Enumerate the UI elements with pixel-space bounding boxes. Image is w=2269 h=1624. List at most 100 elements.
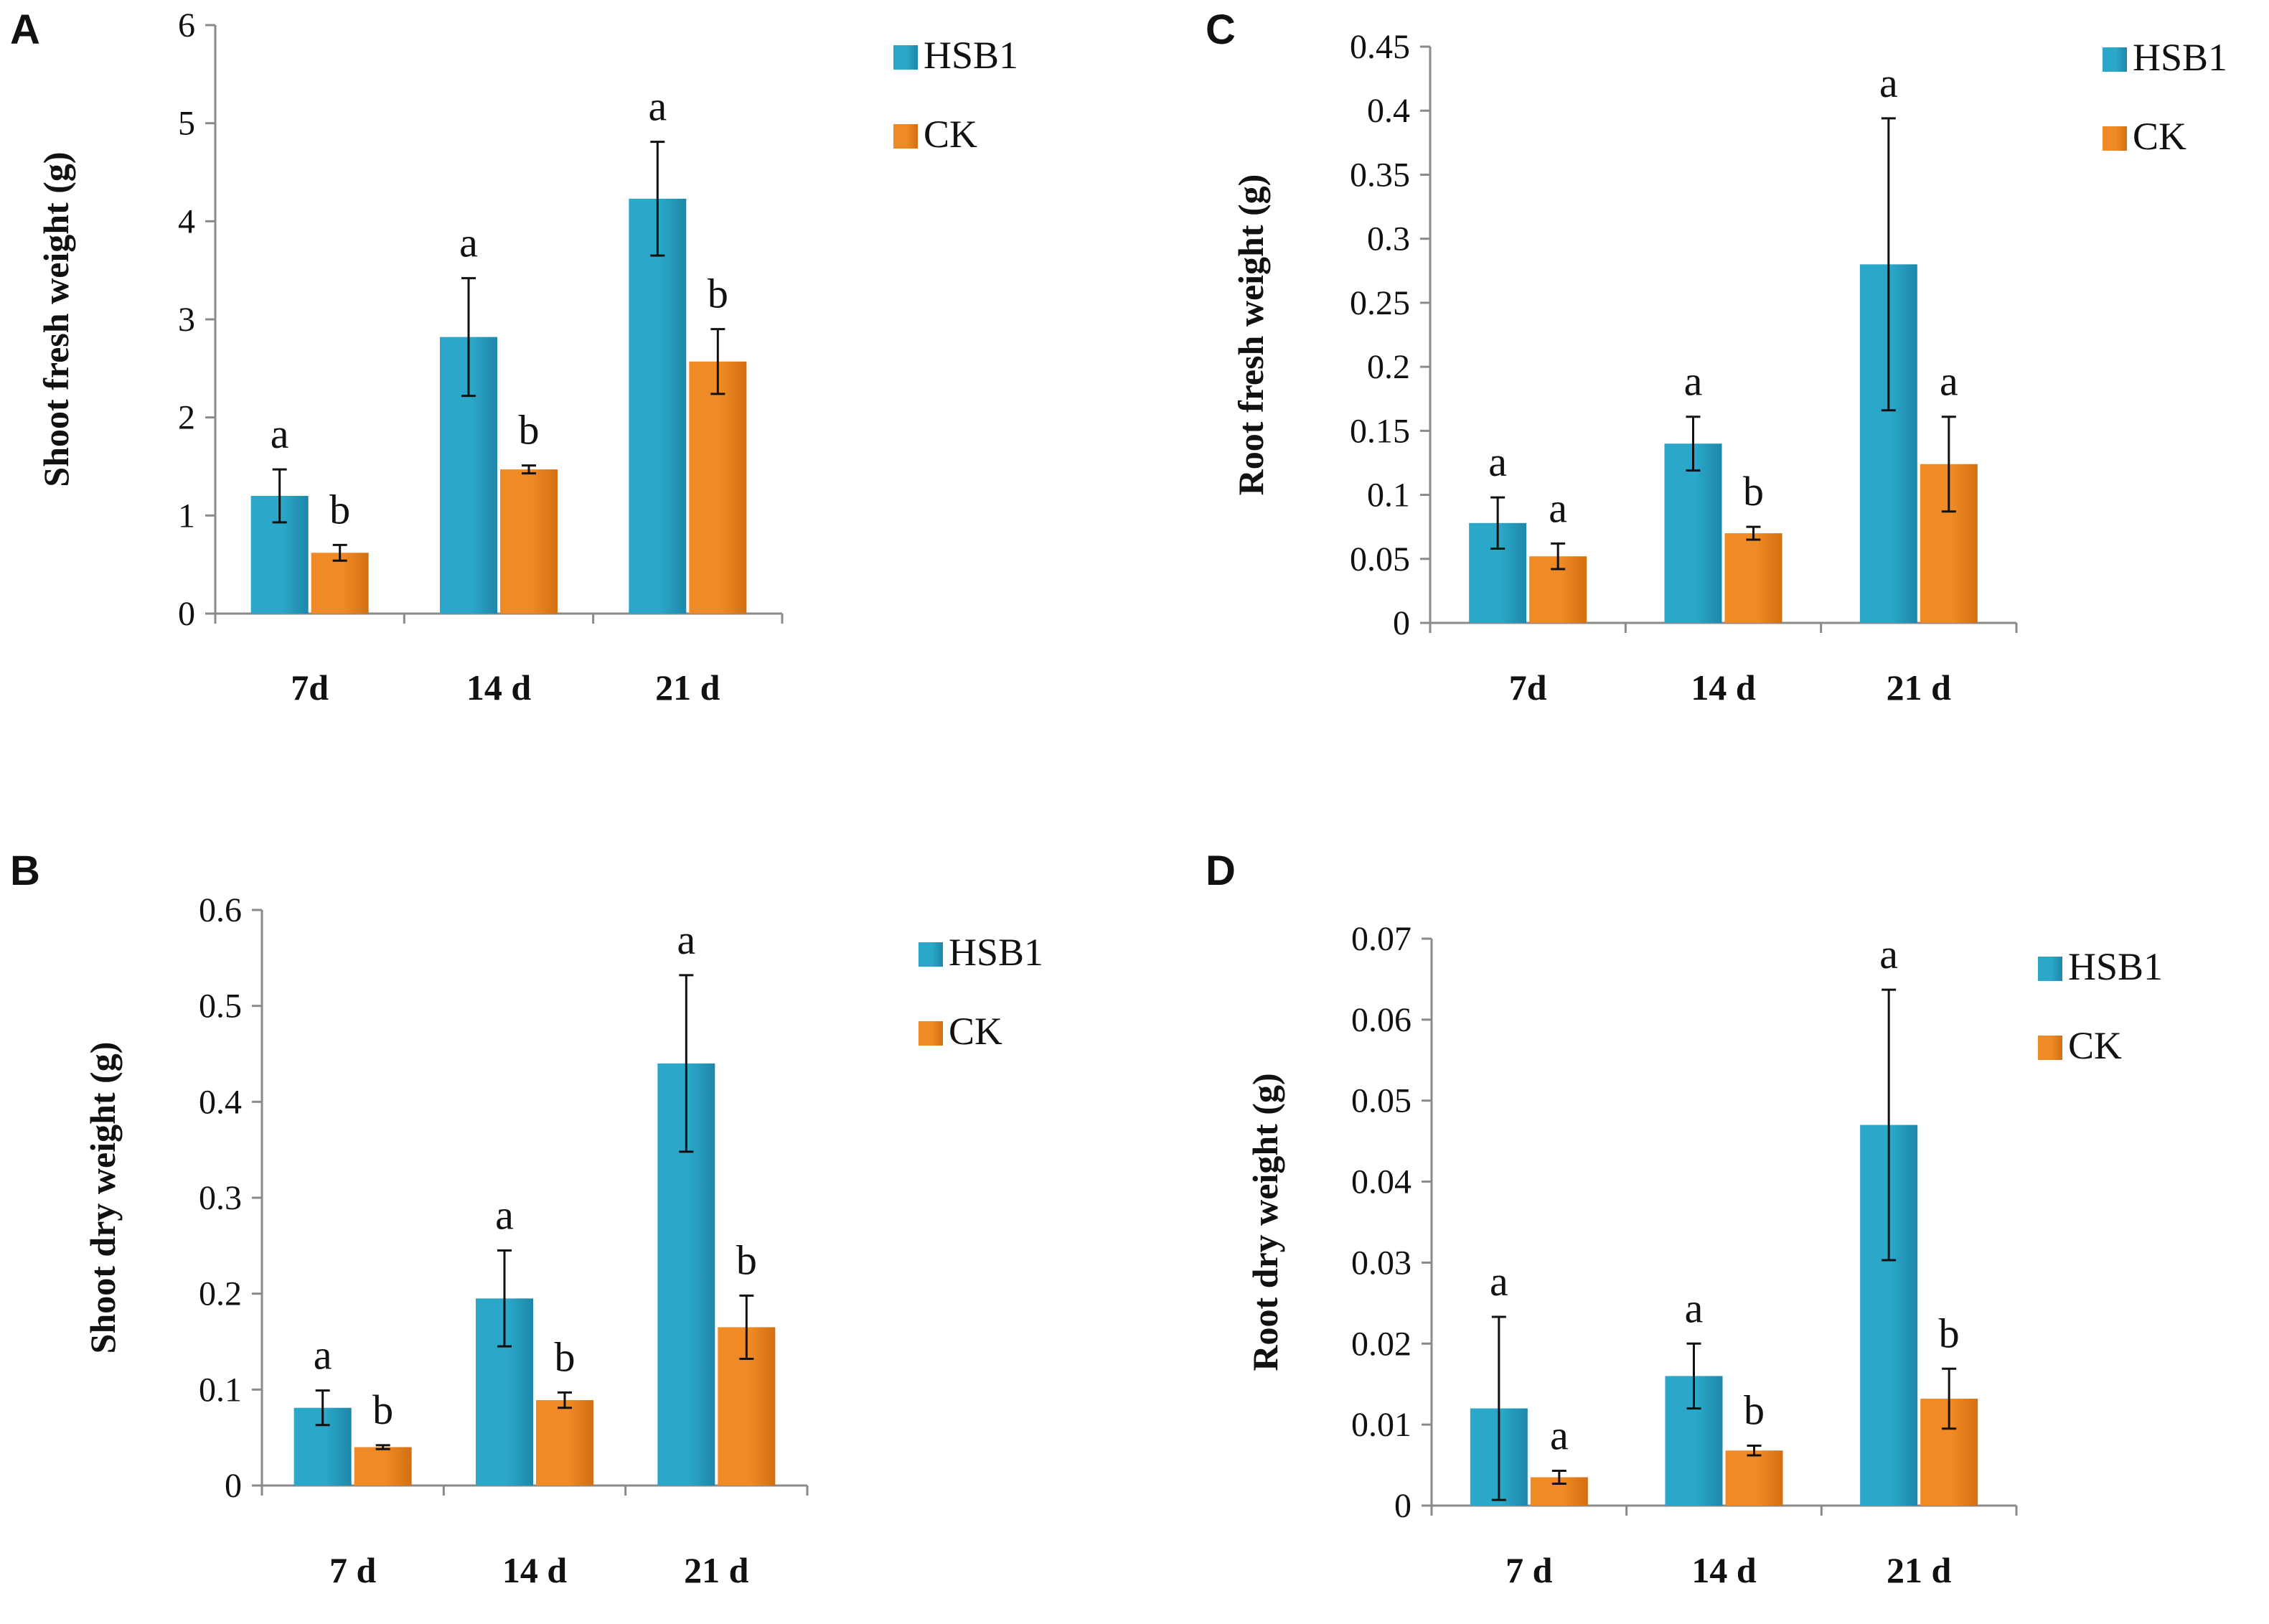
panel-b-significance-letter: a [677, 916, 695, 963]
panel-a-bar-ck [311, 553, 369, 614]
panel-b-significance-letter: b [372, 1386, 393, 1433]
panel-b-chart: 0 0.1 0.2 0.3 0.4 0.5 0.6 Shoot dry weight (g) 7… [83, 891, 1043, 1590]
panel-b-y-tick-label: 0.5 [199, 987, 242, 1025]
panel-d-significance-letter: b [1939, 1310, 1960, 1356]
panel-d-y-tick-label: 0.02 [1351, 1325, 1411, 1363]
panel-a-significance-letter: b [519, 407, 540, 454]
panel-c-y-tick-label: 0.05 [1350, 540, 1410, 578]
panel-a-significance-letter: b [329, 486, 350, 532]
panel-a-y-tick-label: 4 [178, 202, 195, 240]
panel-a-category-label: 21 d [655, 667, 720, 708]
panel-b-y-tick-label: 0 [225, 1467, 242, 1505]
panel-d-category-label: 7 d [1505, 1550, 1553, 1590]
panel-c-y-tick-label: 0.1 [1367, 477, 1410, 515]
panel-a-legend-swatch-hsb1 [893, 45, 918, 70]
panel-d-legend-swatch-ck [2038, 1036, 2062, 1060]
panel-c-bar-hsb1 [1664, 443, 1722, 623]
panel-c-y-tick-label: 0 [1393, 604, 1410, 642]
panel-d-y-axis-label: Root dry weight (g) [1245, 1073, 1285, 1371]
panel-b-significance-letter: b [736, 1236, 757, 1283]
panel-a-y-tick-label: 3 [178, 301, 195, 339]
panel-d-legend-label-ck: CK [2068, 1024, 2122, 1067]
panel-b-y-tick-label: 0.3 [199, 1179, 242, 1217]
panel-d-y-tick-label: 0 [1394, 1487, 1411, 1525]
panel-d-y-tick-label: 0.04 [1351, 1163, 1411, 1201]
panel-c-y-tick-label: 0.4 [1367, 92, 1410, 130]
panel-a-y-tick-label: 0 [178, 595, 195, 633]
panel-c-category-label: 14 d [1691, 667, 1756, 708]
panel-a-legend-label-ck: CK [924, 113, 977, 156]
panel-d-bar-ck [1725, 1450, 1783, 1506]
panel-d-significance-letter: a [1685, 1285, 1704, 1331]
panel-c-legend-swatch-ck [2103, 126, 2127, 151]
panel-letter-d: D [1206, 848, 1236, 894]
panel-c-y-tick-label: 0.35 [1350, 156, 1410, 194]
panel-b-category-label: 7 d [329, 1550, 377, 1590]
panel-c-category-label: 21 d [1887, 667, 1952, 708]
panel-a-bar-ck [500, 469, 558, 614]
panel-letter-c: C [1206, 6, 1236, 53]
panel-c-bar-ck [1724, 533, 1782, 623]
panel-b-y-tick-label: 0.6 [199, 891, 242, 929]
panel-b-legend-label-hsb1: HSB1 [949, 931, 1043, 974]
panel-c-y-tick-label: 0.25 [1350, 284, 1410, 322]
panel-c-legend-swatch-hsb1 [2103, 47, 2127, 72]
panel-b-y-tick-label: 0.2 [199, 1275, 242, 1313]
panel-a-significance-letter: a [648, 83, 667, 130]
panel-c-significance-letter: a [1488, 438, 1507, 485]
panel-c-legend-label-hsb1: HSB1 [2133, 36, 2227, 79]
panel-d-chart: 0 0.01 0.02 0.03 0.04 0.05 0.06 0.07 Root dry we… [1245, 920, 2163, 1590]
panel-c-significance-letter: a [1549, 484, 1567, 531]
panel-a-y-tick-label: 1 [178, 497, 195, 535]
panel-b-y-tick-label: 0.4 [199, 1083, 242, 1121]
panel-letter-b: B [10, 848, 40, 894]
panel-a-y-tick-label: 5 [178, 105, 195, 143]
panel-d-legend-label-hsb1: HSB1 [2068, 945, 2163, 988]
panel-d-significance-letter: a [1550, 1412, 1569, 1458]
panel-a-bar-ck [689, 361, 747, 614]
panel-a-y-tick-label: 2 [178, 399, 195, 437]
panel-d-category-label: 14 d [1691, 1550, 1757, 1590]
panel-b-legend-label-ck: CK [949, 1010, 1002, 1053]
panel-a-category-label: 7d [291, 667, 329, 708]
panel-d-y-tick-label: 0.07 [1351, 920, 1411, 958]
panel-a-significance-letter: a [459, 220, 478, 266]
panel-d-y-tick-label: 0.03 [1351, 1244, 1411, 1282]
panel-c-y-tick-label: 0.3 [1367, 220, 1410, 258]
panel-b-category-label: 14 d [502, 1550, 568, 1590]
panel-d-significance-letter: a [1490, 1258, 1508, 1305]
panel-c-significance-letter: a [1940, 358, 1958, 405]
panel-c-y-tick-label: 0.15 [1350, 412, 1410, 450]
panel-a-significance-letter: a [271, 410, 289, 457]
panel-c-y-tick-label: 0.45 [1350, 28, 1410, 66]
panel-d-y-tick-label: 0.01 [1351, 1406, 1411, 1444]
panel-b-y-axis-label: Shoot dry weight (g) [83, 1042, 123, 1354]
panel-b-y-tick-label: 0.1 [199, 1371, 242, 1409]
panel-c-significance-letter: a [1684, 358, 1703, 405]
panel-b-legend-swatch-hsb1 [919, 942, 943, 967]
panel-c-significance-letter: b [1743, 468, 1764, 515]
panel-b-significance-letter: b [555, 1333, 576, 1380]
panel-d-y-tick-label: 0.06 [1351, 1001, 1411, 1039]
panel-d-legend-swatch-hsb1 [2038, 957, 2062, 981]
panel-a-y-tick-label: 6 [178, 6, 195, 44]
panel-a-category-label: 14 d [466, 667, 532, 708]
panel-c-category-label: 7d [1509, 667, 1547, 708]
panel-d-category-label: 21 d [1887, 1550, 1952, 1590]
panel-a-bar-hsb1 [629, 198, 687, 614]
panel-a-legend-label-hsb1: HSB1 [924, 34, 1018, 77]
panel-c-chart: 0 0.05 0.1 0.15 0.2 0.25 0.3 0.35 0.4 0.45 Root fr… [1231, 28, 2227, 708]
panel-b-significance-letter: a [495, 1192, 514, 1239]
panel-c-y-axis-label: Root fresh weight (g) [1231, 174, 1271, 496]
panel-b-bar-ck [536, 1400, 593, 1485]
panel-a-y-axis-label: Shoot fresh weight (g) [36, 151, 76, 487]
panel-b-significance-letter: a [314, 1332, 332, 1379]
panel-letter-a: A [10, 6, 40, 53]
panel-b-category-label: 21 d [684, 1550, 749, 1590]
panel-c-significance-letter: a [1879, 60, 1898, 106]
panel-b-bar-ck [354, 1447, 412, 1485]
panel-d-y-tick-label: 0.05 [1351, 1082, 1411, 1120]
panel-c-legend-label-ck: CK [2133, 115, 2186, 158]
